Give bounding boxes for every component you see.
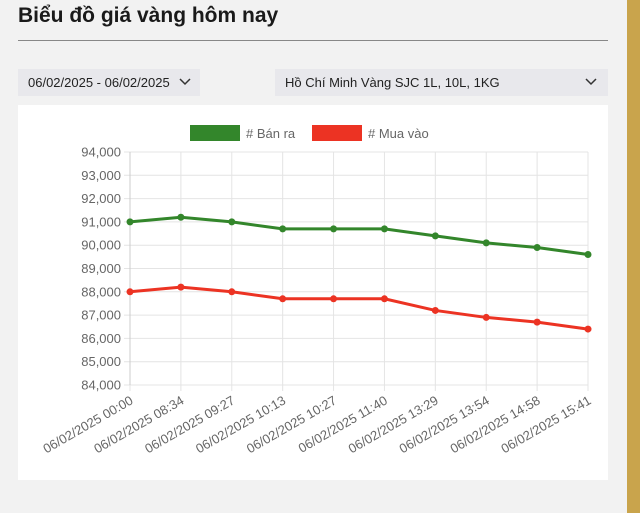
data-point <box>228 218 236 226</box>
y-tick-label: 87,000 <box>81 308 121 323</box>
data-point <box>279 225 287 233</box>
data-point <box>533 244 541 252</box>
page-title: Biểu đồ giá vàng hôm nay <box>18 4 279 27</box>
y-tick-label: 86,000 <box>81 331 121 346</box>
x-tick-label: 06/02/2025 00:00 <box>40 393 135 457</box>
x-tick-label: 06/02/2025 08:34 <box>91 393 186 457</box>
data-point <box>330 225 338 233</box>
data-point <box>177 283 185 291</box>
y-tick-label: 92,000 <box>81 191 121 206</box>
x-tick-label: 06/02/2025 10:27 <box>244 393 339 457</box>
x-tick-label: 06/02/2025 14:58 <box>447 393 542 457</box>
y-tick-label: 85,000 <box>81 354 121 369</box>
date-range-select[interactable]: 06/02/2025 - 06/02/2025 <box>18 69 200 96</box>
date-range-text: 06/02/2025 - 06/02/2025 <box>28 75 170 90</box>
x-tick-label: 06/02/2025 13:54 <box>397 393 492 457</box>
chart-panel: 84,000 85,000 86,000 87,000 88,000 89,000 90,0… <box>18 105 608 480</box>
legend-label: # Mua vào <box>368 126 429 141</box>
data-point <box>126 288 134 296</box>
y-tick-label: 89,000 <box>81 261 121 276</box>
chevron <box>179 78 191 86</box>
data-point <box>279 295 287 303</box>
legend-label: # Bán ra <box>246 126 296 141</box>
legend-swatch <box>312 125 362 141</box>
data-point <box>584 325 592 333</box>
y-tick-label: 91,000 <box>81 214 121 229</box>
y-tick-label: 93,000 <box>81 168 121 183</box>
chart: 84,000 85,000 86,000 87,000 88,000 89,000 90,0… <box>40 125 594 457</box>
x-tick-label: 06/02/2025 13:29 <box>346 393 441 457</box>
data-point <box>482 239 490 247</box>
data-point <box>584 251 592 259</box>
data-point <box>380 295 388 303</box>
chevron <box>585 78 597 86</box>
y-tick-label: 94,000 <box>81 145 121 160</box>
product-text: Hồ Chí Minh Vàng SJC 1L, 10L, 1KG <box>285 75 500 90</box>
product-select[interactable]: Hồ Chí Minh Vàng SJC 1L, 10L, 1KG <box>275 69 608 96</box>
x-tick-label: 06/02/2025 11:40 <box>296 393 390 456</box>
data-point <box>431 306 439 314</box>
y-tick-label: 90,000 <box>81 238 121 253</box>
data-point <box>380 225 388 233</box>
divider <box>18 40 608 41</box>
y-tick-label: 88,000 <box>81 284 121 299</box>
x-tick-label: 06/02/2025 10:13 <box>193 393 288 457</box>
data-point <box>482 313 490 321</box>
x-tick-label: 06/02/2025 09:27 <box>142 393 237 457</box>
data-point <box>533 318 541 326</box>
side-strip <box>627 0 640 513</box>
data-point <box>228 288 236 296</box>
x-tick-label: 06/02/2025 15:41 <box>498 393 593 457</box>
data-point <box>126 218 134 226</box>
data-point <box>330 295 338 303</box>
series-line <box>129 285 589 331</box>
legend-swatch <box>190 125 240 141</box>
data-point <box>431 232 439 240</box>
data-point <box>177 213 185 221</box>
y-tick-label: 84,000 <box>81 378 121 393</box>
series-line <box>129 215 589 257</box>
